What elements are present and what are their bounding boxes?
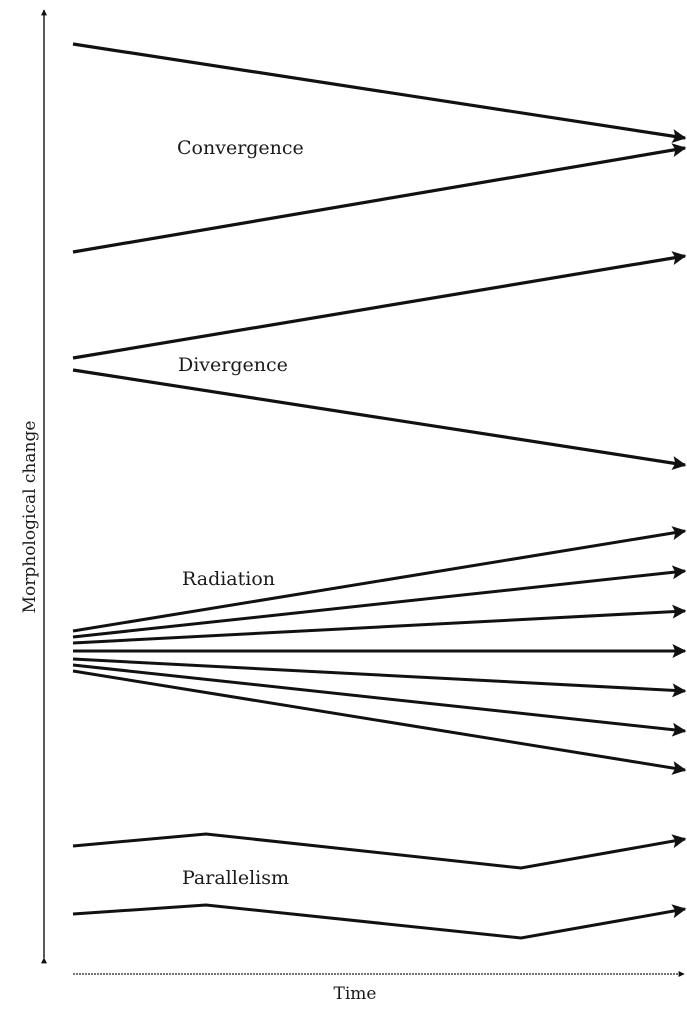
convergence-arrow-upper — [72, 42, 687, 144]
divergence-arrow-lower — [72, 368, 687, 470]
parallelism-label: Parallelism — [182, 867, 289, 889]
divergence-arrow-upper — [72, 251, 687, 360]
convergence-label: Convergence — [177, 137, 304, 159]
divergence-pattern — [72, 251, 687, 470]
convergence-arrow-lower — [72, 143, 687, 254]
parallelism-pattern — [72, 832, 687, 940]
parallelism-arrow-lower — [72, 903, 687, 940]
radiation-arrow-7 — [72, 669, 687, 775]
y-axis-label: Morphological change — [20, 421, 40, 614]
x-axis-label: Time — [334, 984, 377, 1004]
radiation-arrow-2 — [72, 565, 687, 639]
radiation-arrow-3 — [72, 604, 687, 645]
parallelism-arrow-upper — [72, 832, 687, 870]
radiation-arrow-5 — [72, 657, 687, 698]
radiation-label: Radiation — [182, 568, 275, 590]
x-axis: Time — [73, 971, 685, 1004]
y-axis: Morphological change — [20, 9, 47, 964]
radiation-arrow-1 — [72, 526, 687, 633]
divergence-label: Divergence — [178, 354, 288, 376]
convergence-pattern — [72, 42, 687, 254]
radiation-arrow-6 — [72, 663, 687, 737]
radiation-pattern — [72, 526, 687, 775]
